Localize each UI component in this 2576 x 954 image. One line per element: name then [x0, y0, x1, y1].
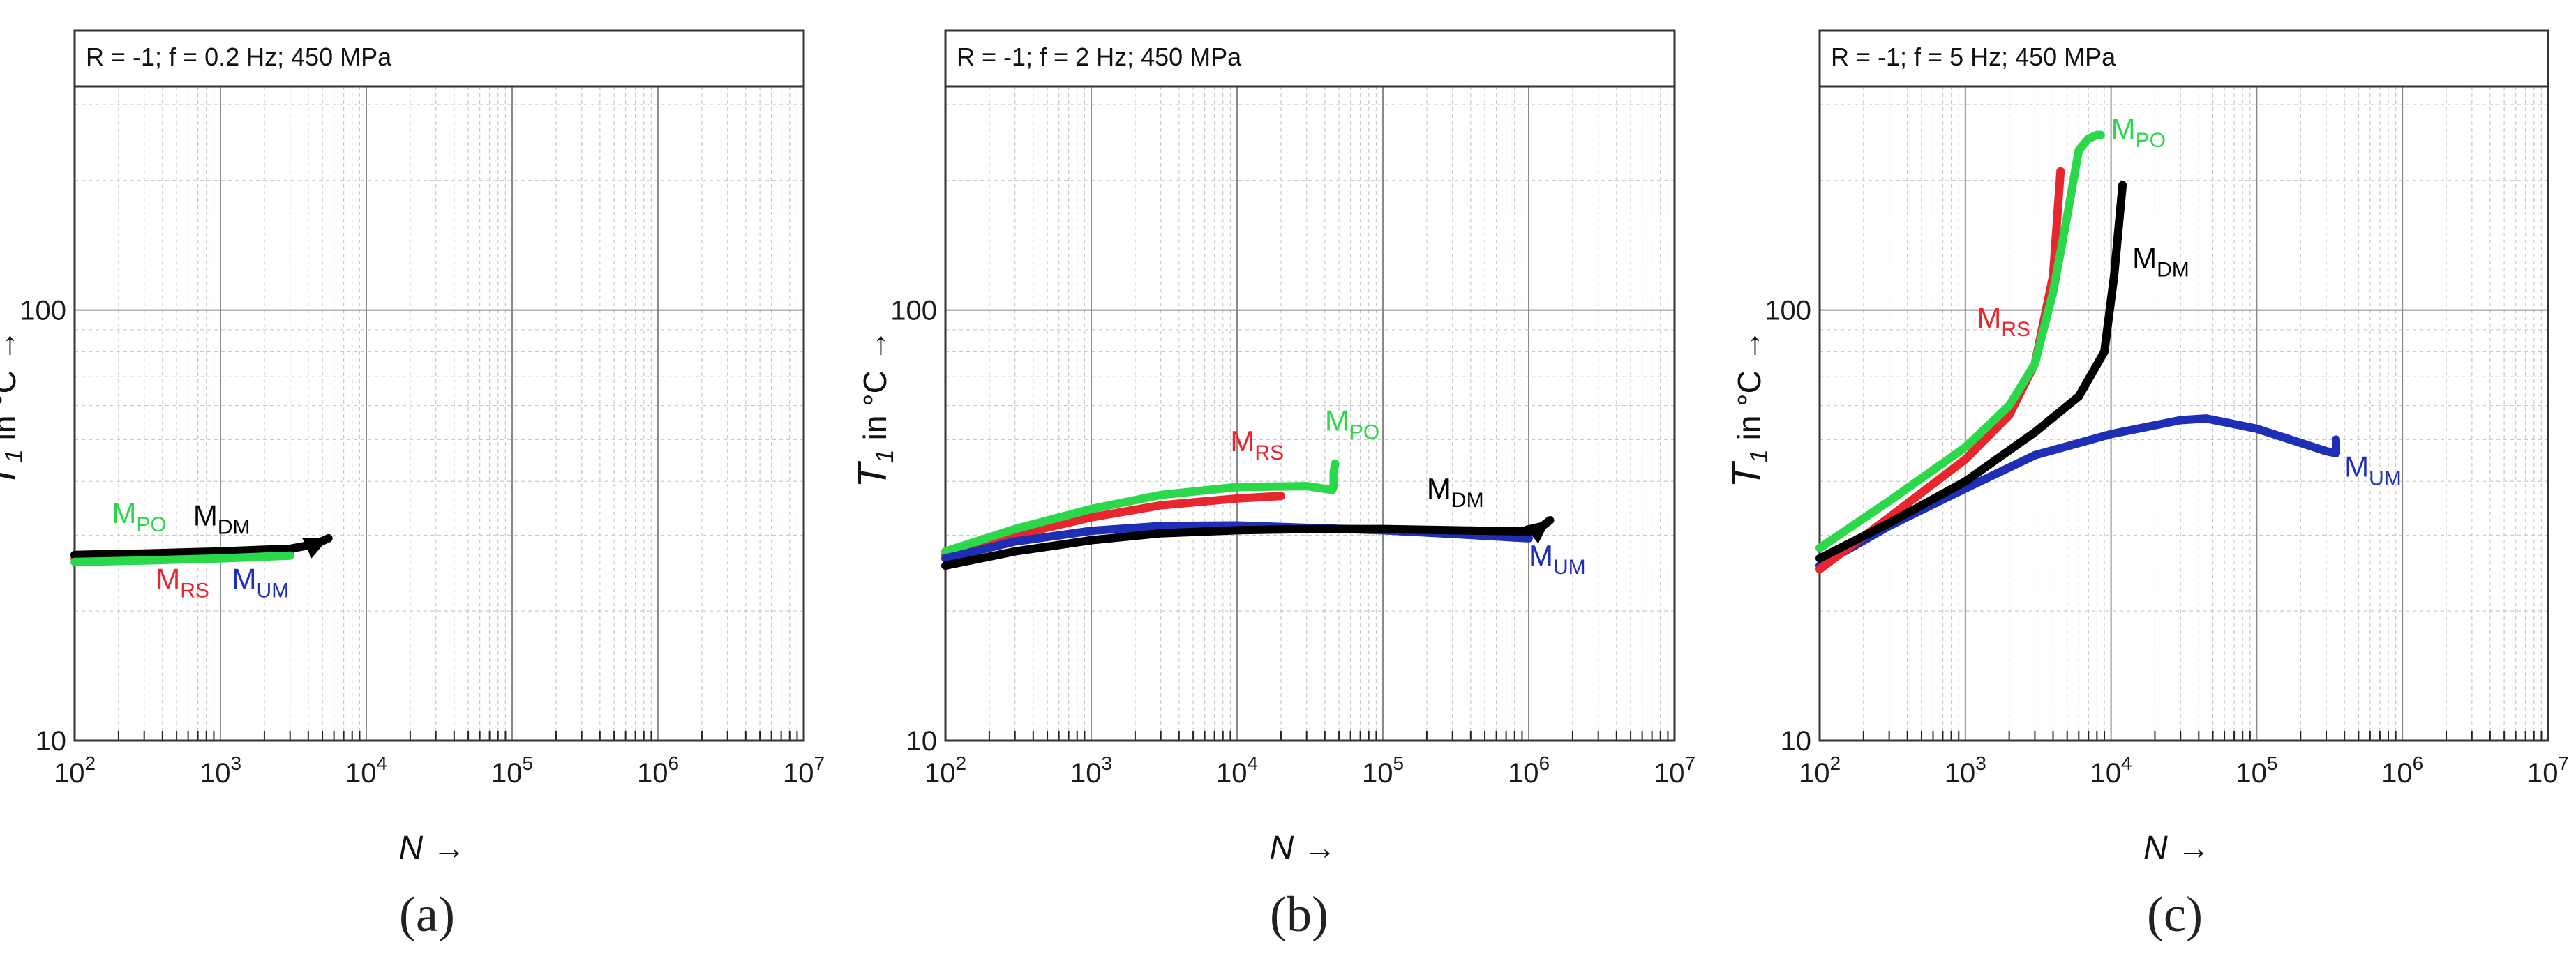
- panel-caption: (b): [1270, 886, 1328, 942]
- plot-frame: [73, 29, 805, 742]
- major-grid: [1820, 86, 2548, 741]
- series-label-po: MPO: [112, 497, 166, 536]
- panel-caption: (c): [2147, 886, 2203, 942]
- x-axis-label: N →: [2143, 830, 2210, 867]
- y-axis-label: T1 in °C →: [1724, 329, 1773, 487]
- plot-frame: [944, 29, 1676, 742]
- series-line-mdm: [1815, 181, 2127, 563]
- series-label-dm: MDM: [2132, 242, 2189, 282]
- x-minor-ticks: [988, 731, 1669, 741]
- series-line-mum: [1815, 414, 2340, 570]
- series-label-um: MUM: [2344, 450, 2402, 490]
- panel-caption: (a): [399, 886, 455, 942]
- plot-frame: [1818, 29, 2549, 742]
- x-minor-ticks: [1862, 731, 2543, 741]
- series-line-mpo: [70, 551, 294, 566]
- plot-area: [945, 31, 1675, 741]
- series-line-mpo: [941, 459, 1340, 556]
- arrow-head: [1524, 520, 1550, 544]
- series-label-dm: MDM: [193, 499, 250, 538]
- x-tick-label: 103: [1070, 752, 1112, 789]
- series-label-po: MPO: [1325, 404, 1379, 444]
- y-axis-label: T1 in °C →: [0, 329, 28, 487]
- y-tick-label: 10: [36, 726, 67, 757]
- major-grid: [75, 86, 804, 741]
- series-label-po: MPO: [2111, 112, 2166, 152]
- major-grid: [945, 86, 1675, 741]
- x-minor-ticks: [117, 731, 798, 741]
- x-tick-label: 104: [1216, 752, 1258, 789]
- series-label-um: MUM: [1529, 539, 1586, 579]
- x-tick-label: 106: [2381, 752, 2423, 789]
- x-tick-label: 107: [783, 752, 825, 789]
- x-tick-label: 106: [1508, 752, 1550, 789]
- x-tick-label: 105: [1362, 752, 1404, 789]
- y-tick-label: 100: [20, 296, 66, 326]
- series-line-mrs: [941, 492, 1285, 559]
- x-tick-label: 107: [2527, 752, 2569, 789]
- y-tick-label: 100: [1765, 296, 1811, 326]
- chart-title: R = -1; f = 5 Hz; 450 MPa: [1831, 43, 2116, 71]
- plot-area: [75, 31, 804, 741]
- minor-grid: [1820, 86, 2548, 741]
- chart-title: R = -1; f = 2 Hz; 450 MPa: [957, 43, 1242, 71]
- series-label-rs: MRS: [156, 563, 209, 603]
- chart-title: R = -1; f = 0.2 Hz; 450 MPa: [86, 43, 392, 71]
- x-tick-label: 105: [2236, 752, 2277, 789]
- x-tick-label: 102: [54, 752, 96, 789]
- x-tick-label: 104: [345, 752, 387, 789]
- x-tick-label: 105: [491, 752, 533, 789]
- y-tick-label: 10: [906, 726, 938, 757]
- plot-area: [1820, 31, 2548, 741]
- y-axis-label: T1 in °C →: [850, 329, 899, 487]
- panel-2: R = -1; f = 2 Hz; 450 MPa 102 103 104 105 106…: [850, 29, 1695, 942]
- x-axis-label: N →: [1269, 830, 1336, 867]
- panel-3: R = -1; f = 5 Hz; 450 MPa 102 103 104 105 106…: [1724, 29, 2569, 942]
- series-label-rs: MRS: [1977, 301, 2030, 341]
- x-tick-label: 106: [637, 752, 679, 789]
- series-label-dm: MDM: [1427, 472, 1484, 512]
- panel-1: R = -1; f = 0.2 Hz; 450 MPa 102 103 104 105 1…: [0, 29, 825, 942]
- series-label-um: MUM: [232, 563, 290, 603]
- y-tick-label: 10: [1781, 726, 1812, 757]
- series-label-rs: MRS: [1230, 425, 1284, 464]
- x-tick-label: 103: [1945, 752, 1986, 789]
- x-tick-label: 102: [924, 752, 966, 789]
- x-axis-label: N →: [398, 830, 465, 867]
- x-tick-label: 103: [200, 752, 241, 789]
- series-line-mpo: [1815, 130, 2105, 552]
- x-tick-label: 104: [2090, 752, 2132, 789]
- minor-grid: [945, 86, 1675, 741]
- minor-grid: [75, 86, 804, 741]
- y-tick-label: 100: [890, 296, 937, 326]
- x-tick-label: 107: [1654, 752, 1695, 789]
- arrow-head: [302, 538, 329, 559]
- x-tick-label: 102: [1799, 752, 1841, 789]
